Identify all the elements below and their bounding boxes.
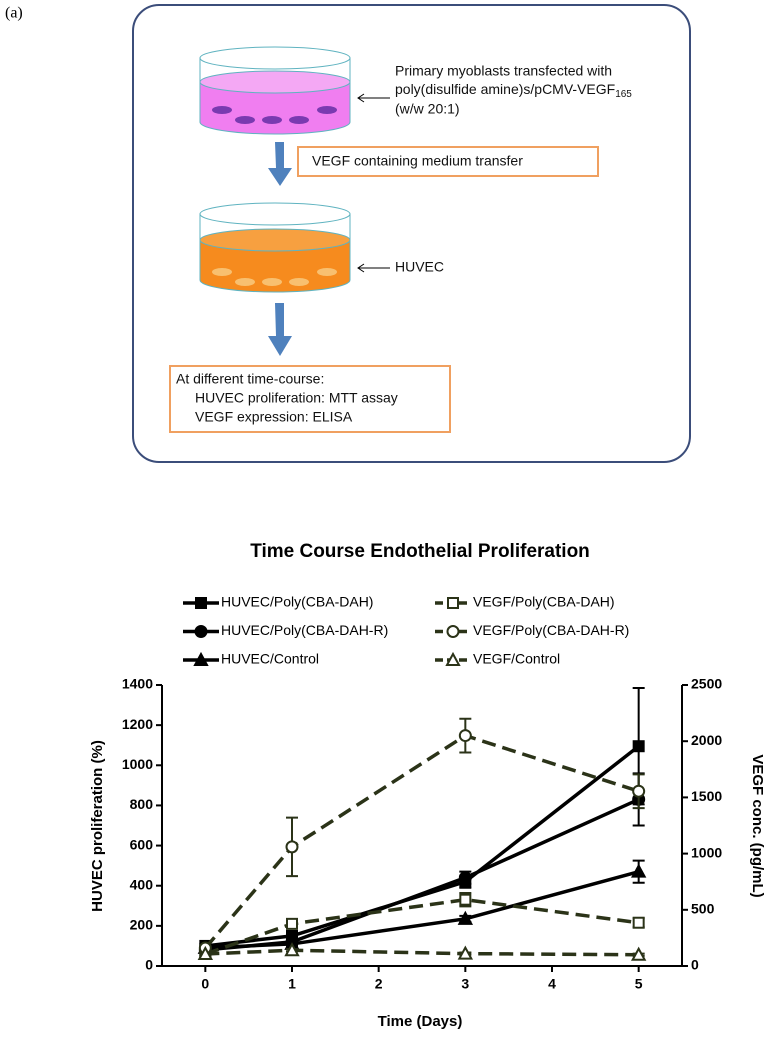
y-tick-label: 600 bbox=[130, 836, 154, 852]
box-text: At different time-course: bbox=[176, 371, 324, 387]
y2-axis-label: VEGF conc. (pg/mL) bbox=[749, 754, 766, 897]
y2-tick-label: 1500 bbox=[691, 788, 722, 804]
y-tick-label: 0 bbox=[145, 957, 153, 973]
legend-label: VEGF/Control bbox=[473, 651, 560, 667]
cell-label: HUVEC bbox=[395, 259, 444, 275]
x-tick-label: 3 bbox=[461, 976, 469, 992]
box bbox=[297, 146, 599, 177]
marker bbox=[632, 916, 645, 929]
y2-tick-label: 2000 bbox=[691, 732, 722, 748]
series-line bbox=[204, 733, 640, 950]
y-tick-label: 1000 bbox=[122, 756, 153, 772]
x-tick-label: 5 bbox=[635, 976, 643, 992]
y-tick-label: 1200 bbox=[122, 716, 153, 732]
legend-marker bbox=[194, 625, 208, 638]
y-tick-label: 800 bbox=[130, 796, 154, 812]
box-text: VEGF containing medium transfer bbox=[312, 153, 523, 169]
box-text: VEGF expression: ELISA bbox=[195, 409, 353, 425]
beaker-1 bbox=[199, 46, 351, 135]
x-axis-label: Time (Days) bbox=[378, 1013, 463, 1030]
y-axis-label: HUVEC proliferation (%) bbox=[89, 740, 106, 912]
legend-label: HUVEC/Control bbox=[221, 651, 319, 667]
marker bbox=[285, 840, 299, 854]
box-text: HUVEC proliferation: MTT assay bbox=[195, 390, 398, 406]
step-text: Primary myoblasts transfected with bbox=[395, 63, 612, 79]
arrow bbox=[268, 142, 292, 186]
subscript: 165 bbox=[615, 89, 632, 100]
legend-label: VEGF/Poly(CBA-DAH) bbox=[473, 594, 615, 610]
arrow bbox=[268, 303, 292, 356]
marker bbox=[632, 740, 645, 753]
panel-label: (a) bbox=[5, 5, 23, 22]
step-text: poly(disulfide amine)s/pCMV-VEGF bbox=[395, 81, 615, 97]
series-line bbox=[205, 744, 640, 948]
x-tick-label: 0 bbox=[201, 976, 209, 992]
box bbox=[169, 365, 451, 433]
legend-label: HUVEC/Poly(CBA-DAH-R) bbox=[221, 622, 388, 638]
marker bbox=[459, 893, 472, 906]
marker bbox=[457, 910, 474, 925]
legend-marker bbox=[446, 625, 460, 638]
legend-marker bbox=[447, 597, 459, 609]
series-line bbox=[204, 897, 639, 956]
series-line bbox=[205, 948, 639, 957]
step-text: (w/w 20:1) bbox=[395, 101, 460, 117]
y2-tick-label: 1000 bbox=[691, 844, 722, 860]
x-tick-label: 4 bbox=[548, 976, 556, 992]
legend-label: HUVEC/Poly(CBA-DAH) bbox=[221, 594, 373, 610]
pointer bbox=[357, 93, 390, 103]
marker bbox=[286, 917, 298, 930]
marker bbox=[457, 945, 474, 960]
marker bbox=[632, 784, 646, 798]
legend-marker bbox=[195, 597, 207, 609]
step-text: poly(disulfide amine)s/pCMV-VEGF165 bbox=[395, 81, 632, 100]
marker bbox=[284, 942, 300, 957]
marker bbox=[197, 945, 214, 960]
y2-tick-label: 0 bbox=[691, 957, 699, 973]
x-tick-label: 2 bbox=[375, 976, 383, 992]
y-tick-label: 400 bbox=[130, 876, 154, 892]
y-tick-label: 200 bbox=[130, 917, 154, 933]
chart-title: Time Course Endothelial Proliferation bbox=[250, 541, 590, 562]
y2-tick-label: 500 bbox=[691, 901, 715, 917]
marker bbox=[630, 946, 647, 961]
series-line bbox=[205, 869, 640, 950]
diagram-frame bbox=[132, 4, 691, 463]
marker bbox=[630, 863, 647, 878]
marker bbox=[458, 729, 472, 743]
legend-label: VEGF/Poly(CBA-DAH-R) bbox=[473, 622, 629, 638]
legend-marker bbox=[445, 651, 461, 666]
beaker-2 bbox=[199, 202, 351, 293]
x-tick-label: 1 bbox=[288, 976, 296, 992]
legend-marker bbox=[193, 651, 209, 666]
pointer bbox=[357, 263, 390, 273]
y-tick-label: 1400 bbox=[122, 676, 153, 692]
marker bbox=[458, 871, 472, 885]
y2-tick-label: 2500 bbox=[691, 676, 722, 692]
